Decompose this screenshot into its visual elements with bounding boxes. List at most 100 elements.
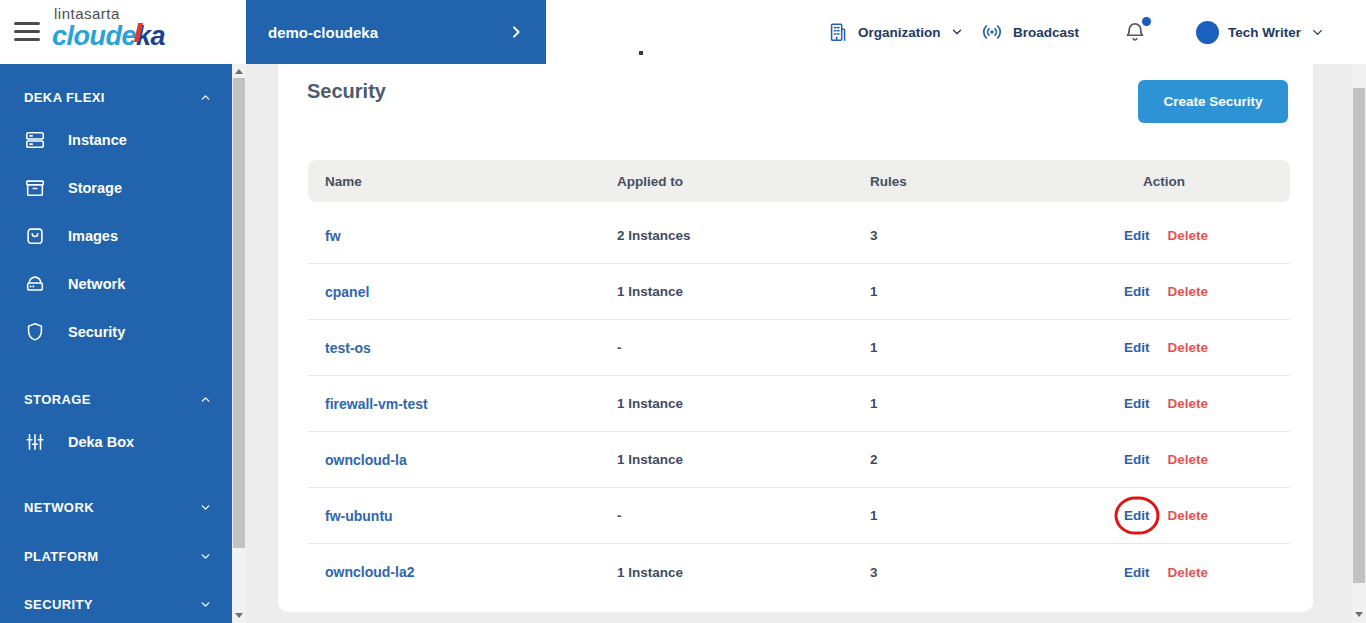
chevron-up-icon — [199, 91, 212, 104]
sidebar-section-deka-flexi: DEKA FLEXI Instance Storage Images Netwo… — [0, 87, 232, 356]
scroll-up-arrow[interactable] — [235, 69, 243, 74]
organization-building-icon — [827, 20, 849, 44]
notification-badge-dot — [1142, 17, 1151, 26]
sidebar-section-header[interactable]: STORAGE — [0, 389, 232, 409]
scroll-down-arrow[interactable] — [235, 613, 243, 618]
table-row: firewall-vm-test 1 Instance 1 Edit Delet… — [308, 376, 1290, 432]
sidebar-section-header[interactable]: SECURITY — [0, 594, 232, 614]
column-header-applied-to: Applied to — [600, 174, 853, 189]
applied-to-value: - — [600, 340, 853, 355]
table-row: fw 2 Instances 3 Edit Delete — [308, 208, 1290, 264]
logo-brand-text: cloudeka — [52, 23, 165, 50]
sidebar-item-label: Storage — [68, 180, 122, 196]
sidebar-item-label: Deka Box — [68, 434, 134, 450]
applied-to-value: 1 Instance — [600, 396, 853, 411]
page-scrollbar[interactable] — [1352, 0, 1366, 623]
delete-link[interactable]: Delete — [1168, 396, 1209, 411]
security-name-link[interactable]: test-os — [308, 340, 600, 356]
sidebar-section-header[interactable]: PLATFORM — [0, 546, 232, 566]
rules-value: 3 — [853, 565, 1106, 580]
rules-value: 1 — [853, 396, 1106, 411]
edit-link[interactable]: Edit — [1124, 228, 1150, 243]
security-name-link[interactable]: firewall-vm-test — [308, 396, 600, 412]
cloudeka-logo: lintasarta cloudeka — [52, 6, 165, 50]
sidebar-section-platform: PLATFORM — [0, 546, 232, 566]
delete-link[interactable]: Delete — [1168, 565, 1209, 580]
create-security-button[interactable]: Create Security — [1138, 80, 1288, 123]
column-header-rules: Rules — [853, 174, 1106, 189]
chevron-up-icon — [199, 393, 212, 406]
security-card: Security Create Security Name Applied to… — [278, 64, 1313, 612]
sidebar-item-label: Instance — [68, 132, 127, 148]
sidebar-section-label: NETWORK — [24, 500, 199, 515]
storage-icon — [24, 177, 46, 199]
chevron-down-icon — [199, 598, 212, 611]
delete-link[interactable]: Delete — [1168, 508, 1209, 523]
sidebar-item-label: Security — [68, 324, 125, 340]
topbar: lintasarta cloudeka demo-cloudeka Organi… — [0, 0, 1366, 64]
network-icon — [24, 273, 46, 295]
rules-value: 3 — [853, 228, 1106, 243]
action-cell: Edit Delete — [1106, 228, 1290, 243]
chevron-down-icon — [950, 25, 964, 39]
table-row: owncloud-la 1 Instance 2 Edit Delete — [308, 432, 1290, 488]
edit-link[interactable]: Edit — [1124, 508, 1150, 523]
notifications-button[interactable] — [1122, 0, 1148, 64]
broadcast-icon — [980, 20, 1004, 44]
scrollbar-thumb[interactable] — [1353, 88, 1365, 583]
sidebar-section-header[interactable]: NETWORK — [0, 497, 232, 517]
edit-link[interactable]: Edit — [1124, 284, 1150, 299]
delete-link[interactable]: Delete — [1168, 228, 1209, 243]
sidebar-section-storage: STORAGE Deka Box — [0, 389, 232, 466]
user-menu[interactable]: Tech Writer — [1196, 0, 1325, 64]
security-name-link[interactable]: fw — [308, 228, 600, 244]
security-name-link[interactable]: cpanel — [308, 284, 600, 300]
instance-icon — [24, 129, 46, 151]
security-table: Name Applied to Rules Action fw 2 Instan… — [308, 160, 1290, 600]
security-name-link[interactable]: owncloud-la — [308, 452, 600, 468]
delete-link[interactable]: Delete — [1168, 284, 1209, 299]
sidebar: DEKA FLEXI Instance Storage Images Netwo… — [0, 64, 232, 623]
action-cell: Edit Delete — [1106, 508, 1290, 523]
scrollbar-thumb[interactable] — [233, 78, 245, 548]
table-row: fw-ubuntu - 1 Edit Delete — [308, 488, 1290, 544]
sidebar-item-images[interactable]: Images — [0, 212, 232, 260]
table-header: Name Applied to Rules Action — [308, 160, 1290, 202]
scroll-down-arrow[interactable] — [1355, 612, 1363, 617]
page-title: Security — [307, 80, 386, 103]
security-name-link[interactable]: fw-ubuntu — [308, 508, 600, 524]
sidebar-item-deka-box[interactable]: Deka Box — [0, 418, 232, 466]
annotation-circle — [1114, 496, 1159, 534]
broadcast-menu[interactable]: Broadcast — [980, 0, 1079, 64]
sidebar-item-storage[interactable]: Storage — [0, 164, 232, 212]
chevron-down-icon — [199, 501, 212, 514]
applied-to-value: 1 Instance — [600, 565, 853, 580]
sidebar-section-header[interactable]: DEKA FLEXI — [0, 87, 232, 107]
delete-link[interactable]: Delete — [1168, 340, 1209, 355]
rules-value: 2 — [853, 452, 1106, 467]
sidebar-item-security[interactable]: Security — [0, 308, 232, 356]
project-name: demo-cloudeka — [268, 24, 508, 41]
sidebar-item-label: Images — [68, 228, 118, 244]
column-header-name: Name — [308, 174, 600, 189]
applied-to-value: 1 Instance — [600, 284, 853, 299]
organization-menu[interactable]: Organization — [827, 0, 964, 64]
hamburger-menu-icon[interactable] — [14, 22, 40, 42]
edit-link[interactable]: Edit — [1124, 565, 1150, 580]
images-icon — [24, 225, 46, 247]
table-row: cpanel 1 Instance 1 Edit Delete — [308, 264, 1290, 320]
chevron-right-icon — [508, 24, 524, 40]
sidebar-section-label: DEKA FLEXI — [24, 90, 199, 105]
organization-label: Organization — [858, 25, 941, 40]
rules-value: 1 — [853, 508, 1106, 523]
sidebar-item-instance[interactable]: Instance — [0, 116, 232, 164]
sidebar-scrollbar[interactable] — [232, 64, 246, 623]
broadcast-label: Broadcast — [1013, 25, 1079, 40]
project-selector[interactable]: demo-cloudeka — [246, 0, 546, 64]
sidebar-item-network[interactable]: Network — [0, 260, 232, 308]
edit-link[interactable]: Edit — [1124, 396, 1150, 411]
edit-link[interactable]: Edit — [1124, 452, 1150, 467]
security-name-link[interactable]: owncloud-la2 — [308, 564, 600, 580]
edit-link[interactable]: Edit — [1124, 340, 1150, 355]
delete-link[interactable]: Delete — [1168, 452, 1209, 467]
